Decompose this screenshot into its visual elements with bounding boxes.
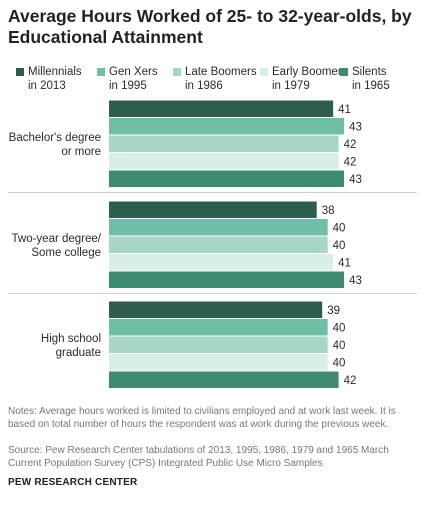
legend-label: Early Boomers in 1979 — [272, 66, 348, 92]
legend-swatch — [173, 68, 181, 76]
category-label: graduate — [56, 347, 101, 359]
legend-swatch — [340, 68, 348, 76]
legend-swatch — [16, 68, 24, 76]
bar-value-label: 43 — [349, 275, 362, 287]
bar-value-label: 41 — [338, 104, 351, 116]
bar — [109, 271, 345, 288]
legend-item: Early Boomers in 1979 — [260, 65, 348, 93]
bar — [109, 219, 328, 236]
category-label: Two-year degree/ — [12, 233, 102, 245]
bar — [109, 254, 334, 271]
bar-value-label: 40 — [333, 340, 346, 352]
legend-item: Gen Xers in 1995 — [97, 65, 158, 93]
bar-value-label: 43 — [349, 121, 362, 133]
legend-swatch — [260, 68, 268, 76]
bar — [109, 170, 345, 187]
bar — [109, 135, 339, 152]
chart-legend: Millennials in 2013 Gen Xers in 1995 Late … — [0, 65, 425, 95]
legend-label: Silents in 1965 — [352, 66, 390, 92]
bar — [109, 301, 323, 318]
legend-swatch — [97, 68, 105, 76]
bar — [109, 153, 339, 170]
bar — [109, 319, 328, 336]
brand-label: PEW RESEARCH CENTER — [8, 477, 138, 488]
bar-value-label: 40 — [333, 240, 346, 252]
chart-notes: Notes: Average hours worked is limited t… — [8, 406, 396, 430]
chart-title: Average Hours Worked of 25- to 32-year-o… — [8, 6, 412, 47]
legend-item: Silents in 1965 — [340, 65, 390, 93]
bar — [109, 201, 317, 218]
category-label: High school — [41, 333, 101, 345]
bar — [109, 371, 339, 388]
bar-value-label: 41 — [338, 257, 351, 269]
chart-source: Source: Pew Research Center tabulations … — [8, 445, 389, 469]
legend-item: Millennials in 2013 — [16, 65, 82, 93]
bar — [109, 100, 334, 117]
bar-value-label: 42 — [344, 375, 357, 387]
legend-label: Gen Xers in 1995 — [109, 66, 158, 92]
bar-value-label: 42 — [344, 156, 357, 168]
bar-value-label: 38 — [322, 205, 335, 217]
bar-value-label: 40 — [333, 222, 346, 234]
bar — [109, 118, 345, 135]
legend-item: Late Boomers in 1986 — [173, 65, 257, 93]
bar-value-label: 40 — [333, 322, 346, 334]
category-label: or more — [61, 146, 101, 158]
bar-value-label: 40 — [333, 357, 346, 369]
category-label: Bachelor's degree — [9, 132, 101, 144]
bar — [109, 336, 328, 353]
bar-chart: Bachelor's degree or more 41 43 42 42 43 Two-ye… — [8, 100, 417, 388]
legend-label: Late Boomers in 1986 — [185, 66, 257, 92]
bar-value-label: 39 — [327, 305, 340, 317]
legend-label: Millennials in 2013 — [28, 66, 82, 92]
category-label: Some college — [31, 247, 101, 259]
bar — [109, 236, 328, 253]
bar-value-label: 43 — [349, 174, 362, 186]
bar-value-label: 42 — [344, 139, 357, 151]
bar — [109, 354, 328, 371]
